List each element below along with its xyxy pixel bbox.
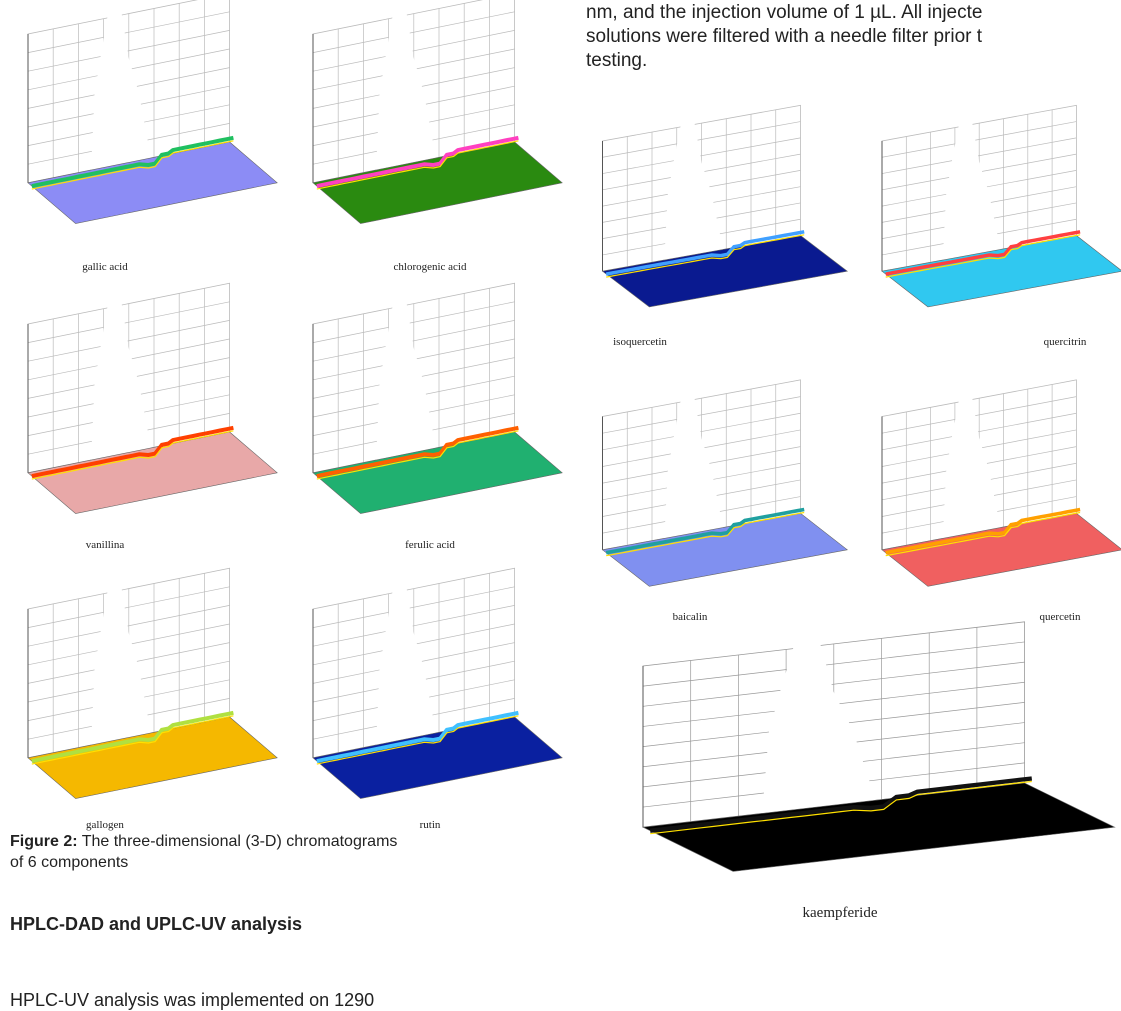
signal-band xyxy=(885,230,1081,276)
wall-grid xyxy=(881,137,1077,174)
panel-label: gallogen xyxy=(86,819,124,831)
panel-label: rutin xyxy=(420,819,441,831)
chromatogram-3d xyxy=(312,567,563,799)
signal-band xyxy=(605,230,805,276)
paragraph-line: testing. xyxy=(586,50,648,71)
signal-band xyxy=(316,135,519,189)
peak xyxy=(942,393,1001,541)
wall-grid xyxy=(312,586,515,628)
paragraph-line: solutions were filtered with a needle fi… xyxy=(586,26,983,47)
signal-band xyxy=(316,425,519,479)
peak xyxy=(90,582,152,748)
wall-grid xyxy=(27,11,230,53)
wall-grid xyxy=(27,605,230,647)
chromatogram-3d xyxy=(312,0,563,224)
peak xyxy=(664,393,724,541)
wall-grid xyxy=(602,137,801,174)
wall-grid xyxy=(312,320,515,362)
chromatogram-3d xyxy=(27,567,278,799)
panel-label: quercetin xyxy=(1040,611,1081,623)
signal-band xyxy=(606,511,805,557)
signal-band xyxy=(31,135,234,189)
chromatogram-3d xyxy=(881,379,1121,587)
wall-grid xyxy=(312,301,515,343)
panel-label: kaempferide xyxy=(803,905,878,921)
chromatogram-3d xyxy=(881,104,1121,308)
chromatogram-3d xyxy=(641,621,1116,872)
wall-grid xyxy=(881,121,1077,158)
signal-band xyxy=(31,710,234,764)
signal-band xyxy=(316,710,519,764)
wall-grid xyxy=(602,412,801,451)
chromatogram-3d xyxy=(312,282,563,514)
signal-band xyxy=(31,425,234,479)
wall-grid xyxy=(642,661,1025,707)
wall-grid xyxy=(881,396,1077,434)
signal-band xyxy=(606,234,805,278)
wall-grid xyxy=(27,586,230,628)
panel-label: vanillina xyxy=(86,539,125,551)
caption-text: The three-dimensional (3-D) chromatogram… xyxy=(10,833,398,871)
wall-grid xyxy=(312,11,515,53)
panel-label: baicalin xyxy=(673,611,708,623)
wall-grid xyxy=(881,412,1077,451)
panel-label: chlorogenic acid xyxy=(394,261,467,273)
panel-label: gallic acid xyxy=(82,261,128,273)
wall-grid xyxy=(27,30,230,72)
peak xyxy=(375,297,437,463)
signal-band xyxy=(650,780,1032,835)
panel-label: quercitrin xyxy=(1044,336,1087,348)
wall-grid xyxy=(312,605,515,647)
wall-grid xyxy=(602,396,801,434)
wall-grid xyxy=(27,320,230,362)
peak xyxy=(375,582,437,748)
peak xyxy=(90,7,152,173)
body-text: HPLC-UV analysis was implemented on 1290 xyxy=(10,990,375,1010)
wall-grid xyxy=(27,301,230,343)
chromatogram-3d xyxy=(601,104,849,308)
paragraph-line: nm, and the injection volume of 1 µL. Al… xyxy=(586,2,983,23)
signal-band xyxy=(885,507,1081,555)
signal-band xyxy=(31,140,234,190)
chromatogram-3d xyxy=(27,282,278,514)
signal-band xyxy=(316,430,519,480)
signal-band xyxy=(605,507,805,555)
signal-band xyxy=(316,140,519,190)
chromatogram-3d xyxy=(27,0,278,224)
wall-grid xyxy=(602,121,801,158)
peak xyxy=(375,7,437,173)
wall-grid xyxy=(642,641,1025,687)
signal-band xyxy=(885,234,1081,278)
caption-label: Figure 2: xyxy=(10,833,78,850)
signal-band xyxy=(649,776,1033,833)
signal-band xyxy=(316,715,519,765)
peak xyxy=(664,118,724,263)
panel-label: isoquercetin xyxy=(613,336,667,348)
figure-caption: Figure 2: The three-dimensional (3-D) ch… xyxy=(10,831,410,873)
signal-band xyxy=(31,430,234,480)
wall-grid xyxy=(312,30,515,72)
panel-label: ferulic acid xyxy=(405,539,455,551)
signal-band xyxy=(31,715,234,765)
signal-band xyxy=(885,511,1081,557)
chromatogram-3d xyxy=(601,379,849,587)
section-heading: HPLC-DAD and UPLC-UV analysis xyxy=(10,914,303,934)
peak xyxy=(942,118,1001,263)
peak xyxy=(90,297,152,463)
peak xyxy=(762,637,877,817)
